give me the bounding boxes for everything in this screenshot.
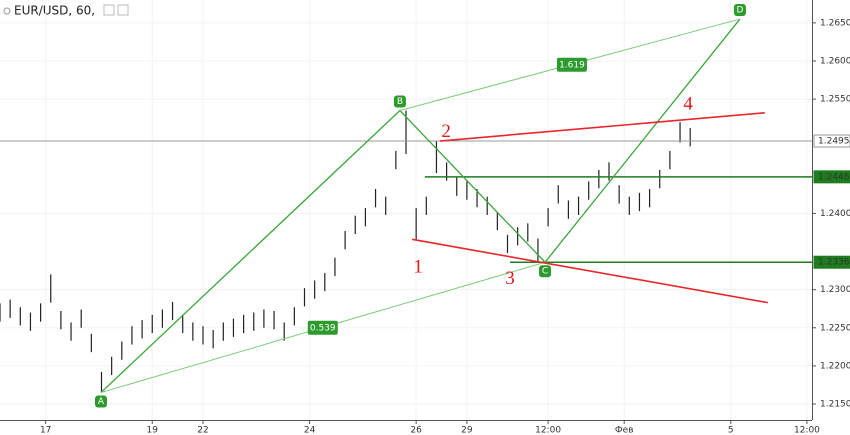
trend-line: [411, 238, 768, 304]
y-tick-label: 1.2300: [820, 285, 850, 295]
y-tick-label: 1.2400: [820, 209, 850, 219]
y-tick-label: 1.2550: [820, 95, 850, 105]
y-tick-label: 1.2200: [820, 361, 850, 371]
x-tick-label: 22: [197, 426, 208, 435]
x-tick-label: 5: [728, 426, 734, 435]
wave-label: 1: [413, 257, 423, 278]
ratio-box: [556, 57, 587, 72]
point-label: A: [98, 397, 105, 407]
x-tick-label: 29: [461, 426, 473, 435]
point-box: [539, 265, 552, 278]
price-box: [813, 170, 850, 184]
ratio-label: 1.619: [559, 60, 585, 70]
x-tick-label: 12:00: [794, 426, 820, 435]
wave-label: 2: [441, 121, 451, 142]
trend-line: [439, 112, 765, 142]
point-label: D: [736, 6, 743, 16]
x-tick-label: 12:00: [535, 426, 561, 435]
chart-title: EUR/USD, 60,: [14, 4, 95, 18]
y-tick-label: 1.2600: [820, 56, 850, 66]
x-tick-label: Фев: [615, 426, 634, 435]
x-tick-label: 17: [40, 426, 51, 435]
ratio-box: [307, 320, 338, 335]
collapse-icon[interactable]: [3, 7, 11, 15]
close-icon[interactable]: [117, 4, 129, 16]
price-box: [813, 134, 850, 148]
point-box: [393, 95, 406, 108]
x-tick-label: 19: [147, 426, 159, 435]
wave-label: 3: [505, 268, 515, 289]
price-label: 1.2336: [818, 258, 850, 268]
y-tick-label: 1.2250: [820, 323, 850, 333]
y-tick-label: 1.2650: [820, 18, 850, 28]
y-tick-label: 1.2150: [820, 399, 850, 409]
plot-area: [0, 0, 812, 420]
point-label: C: [542, 267, 548, 277]
price-label: 1.2495: [818, 137, 850, 147]
settings-icon[interactable]: [103, 4, 115, 16]
point-label: B: [397, 97, 403, 107]
ratio-label: 0.539: [310, 323, 336, 333]
trend-line: [100, 18, 741, 394]
price-box: [813, 255, 850, 269]
wave-label: 4: [683, 94, 693, 115]
price-label: 1.2448: [818, 172, 850, 182]
point-box: [733, 4, 746, 17]
x-tick-label: 24: [304, 426, 316, 435]
point-box: [94, 395, 107, 408]
x-tick-label: 26: [410, 426, 422, 435]
